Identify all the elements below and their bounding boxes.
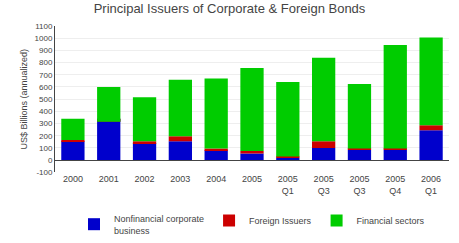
svg-text:1000: 1000 bbox=[35, 34, 53, 43]
svg-text:-100: -100 bbox=[36, 168, 53, 177]
svg-text:Financial sectors: Financial sectors bbox=[357, 216, 425, 226]
svg-text:800: 800 bbox=[39, 58, 53, 67]
svg-text:2005Q3: 2005Q3 bbox=[314, 174, 334, 196]
svg-text:US$ Billions (annualized): US$ Billions (annualized) bbox=[19, 49, 29, 150]
svg-text:200: 200 bbox=[39, 132, 53, 141]
svg-text:2005: 2005 bbox=[242, 174, 262, 184]
svg-text:100: 100 bbox=[39, 144, 53, 153]
svg-text:2001: 2001 bbox=[99, 174, 119, 184]
svg-text:500: 500 bbox=[39, 95, 53, 104]
svg-text:300: 300 bbox=[39, 119, 53, 128]
svg-text:2003: 2003 bbox=[170, 174, 190, 184]
svg-text:600: 600 bbox=[39, 83, 53, 92]
svg-text:400: 400 bbox=[39, 107, 53, 116]
svg-text:1100: 1100 bbox=[35, 22, 53, 31]
svg-text:Nonfinancial corporatebusiness: Nonfinancial corporatebusiness bbox=[114, 214, 204, 236]
svg-text:2006Q1: 2006Q1 bbox=[421, 174, 441, 196]
svg-text:2005Q1: 2005Q1 bbox=[278, 174, 298, 196]
svg-text:700: 700 bbox=[39, 71, 53, 80]
svg-text:2002: 2002 bbox=[135, 174, 155, 184]
svg-text:Foreign Issuers: Foreign Issuers bbox=[249, 216, 312, 226]
svg-text:2005Q4: 2005Q4 bbox=[385, 174, 405, 196]
svg-text:2000: 2000 bbox=[63, 174, 83, 184]
svg-text:0: 0 bbox=[48, 156, 53, 165]
svg-text:2004: 2004 bbox=[206, 174, 226, 184]
svg-text:Principal Issuers of Corporate: Principal Issuers of Corporate & Foreign… bbox=[94, 1, 366, 16]
svg-text:2005Q3: 2005Q3 bbox=[349, 174, 369, 196]
svg-text:900: 900 bbox=[39, 46, 53, 55]
